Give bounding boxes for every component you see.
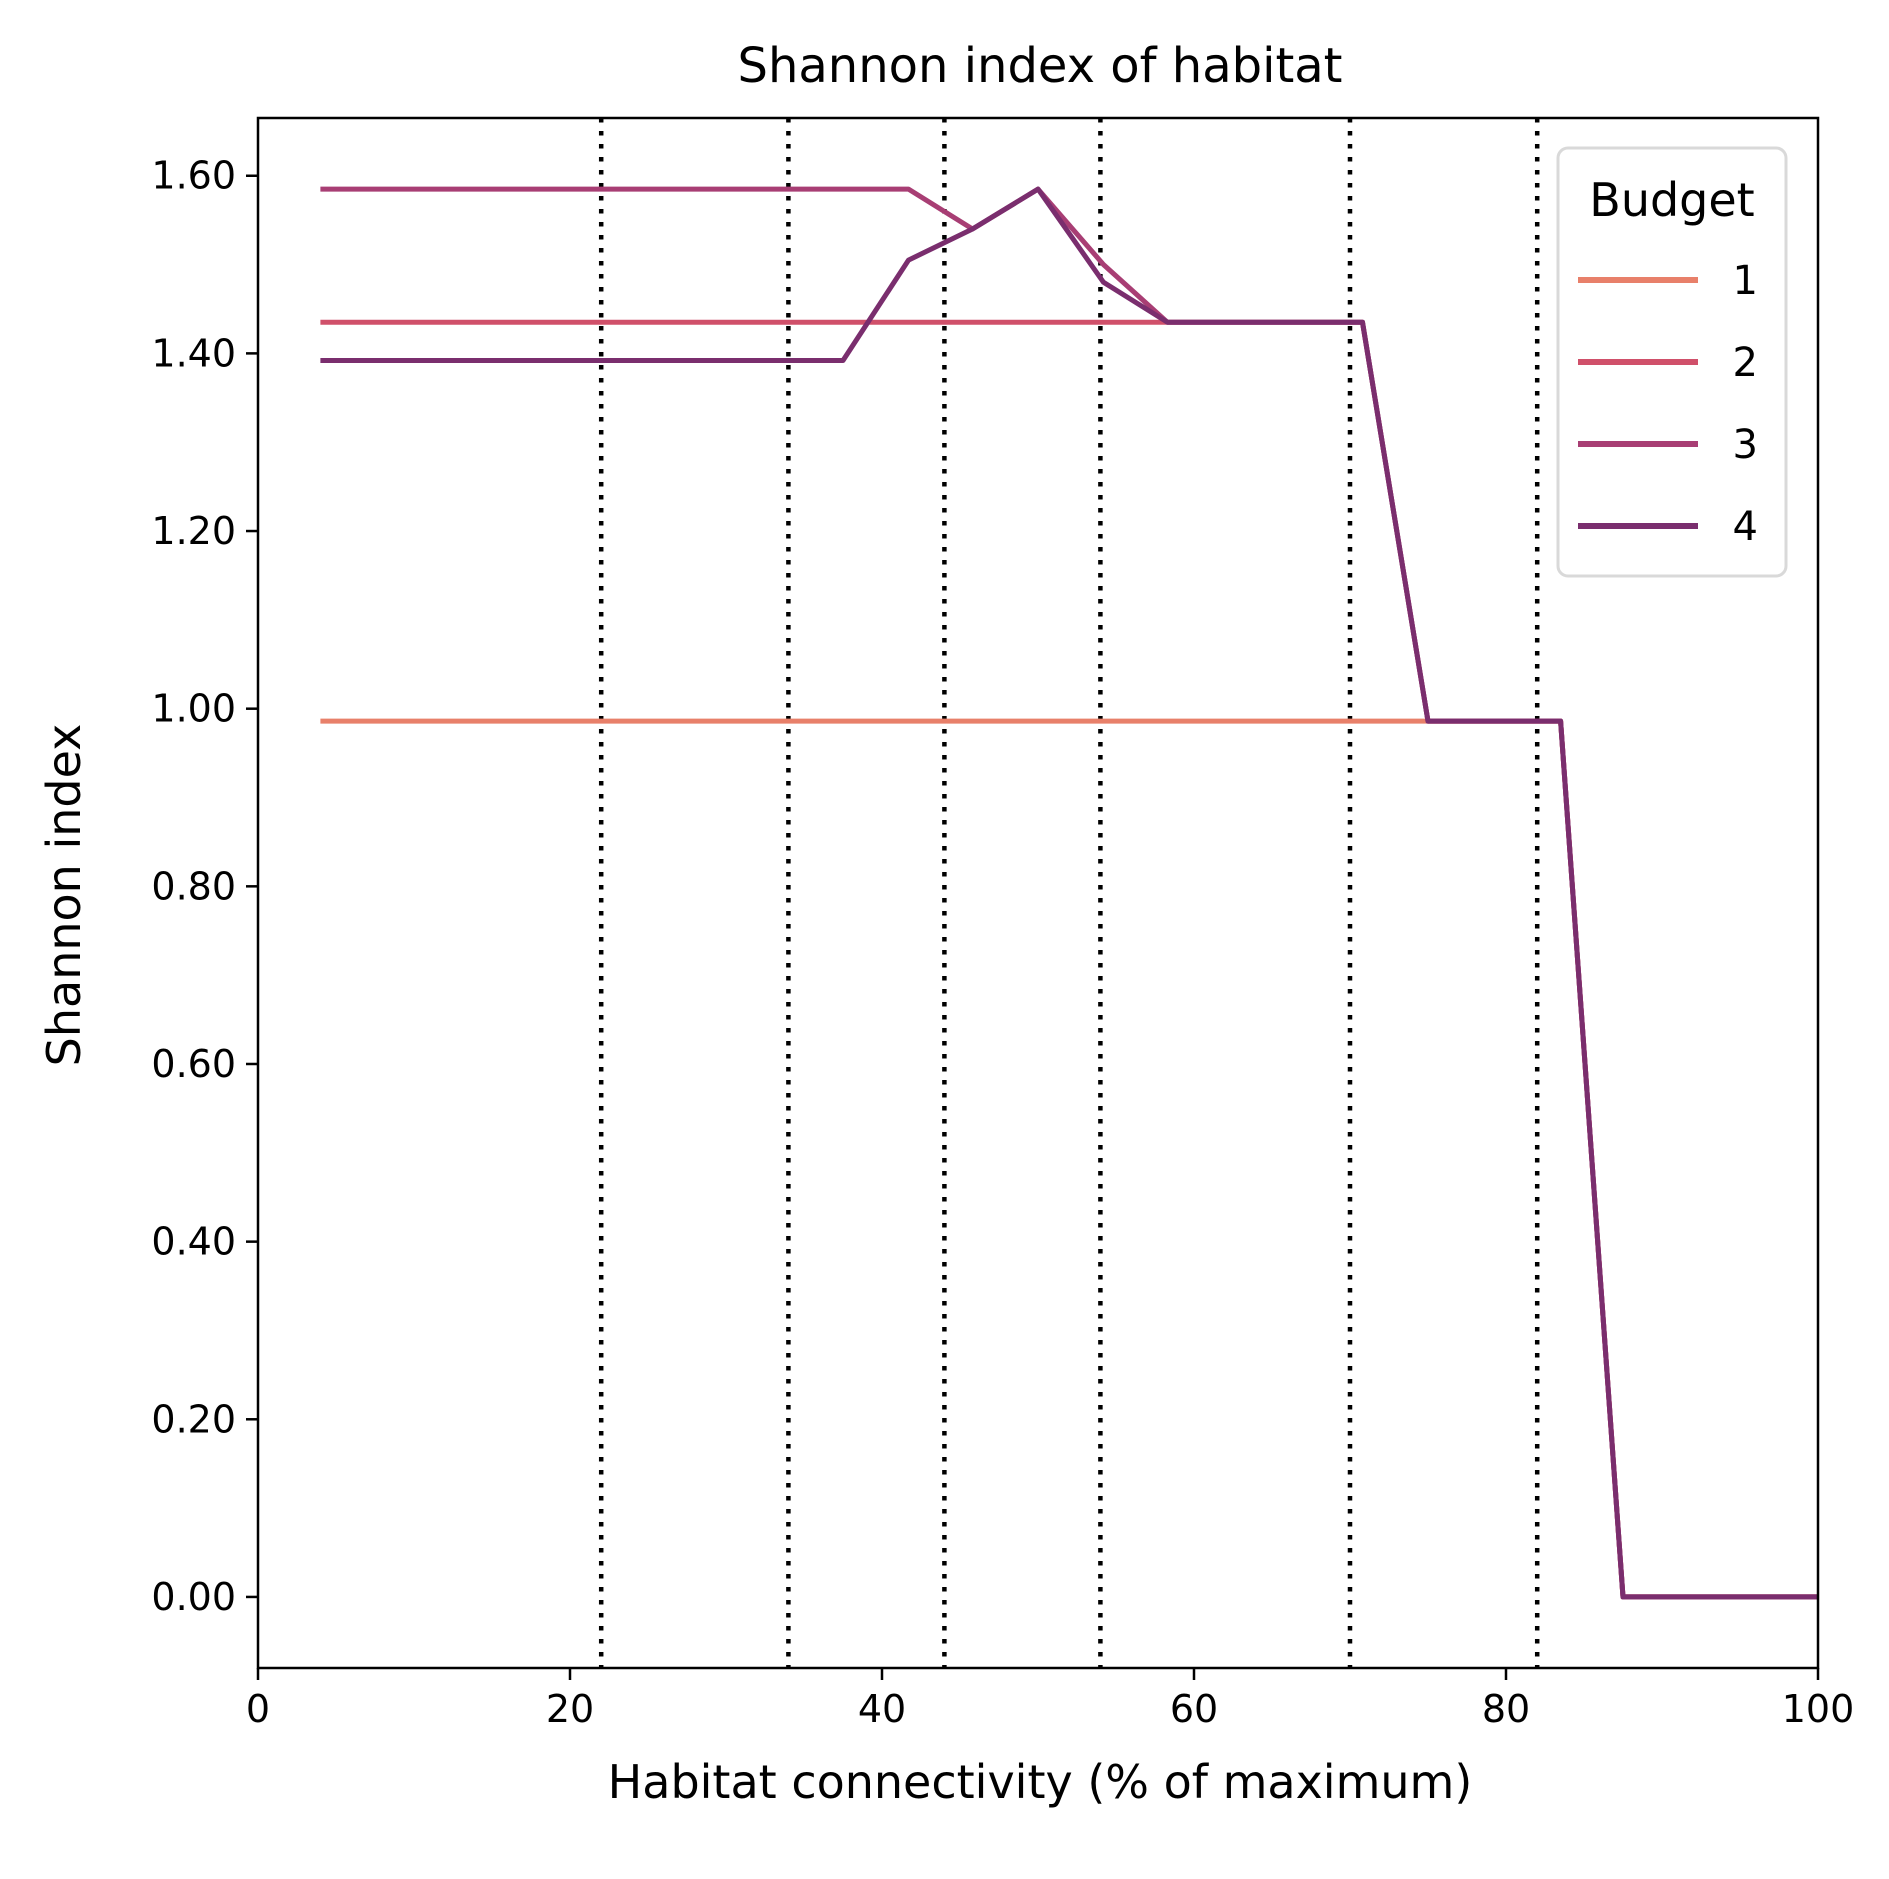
axes: 0 20 40 60 80 100 0.00 0.20 0.40 0.60 0.80 1.00 1.20… — [151, 116, 1855, 1731]
legend: Budget 1 2 3 4 — [1556, 146, 1788, 578]
x-tick-label: 0 — [246, 1687, 270, 1731]
y-tick-label: 1.00 — [151, 687, 236, 731]
series-lines — [320, 186, 1818, 1600]
y-tick-label: 0.20 — [151, 1397, 236, 1441]
y-tick-label: 0.60 — [151, 1042, 236, 1086]
chart-title: Shannon index of habitat — [738, 38, 1343, 94]
x-axis-title: Habitat connectivity (% of maximum) — [608, 1755, 1473, 1809]
reference-lines — [598, 118, 1540, 1668]
y-tick-label: 0.40 — [151, 1220, 236, 1264]
x-tick-label: 60 — [1170, 1687, 1218, 1731]
x-tick-label: 20 — [546, 1687, 594, 1731]
y-tick-label: 0.80 — [151, 864, 236, 908]
y-axis-title: Shannon index — [37, 724, 91, 1067]
x-tick-label: 80 — [1482, 1687, 1530, 1731]
legend-label-4: 4 — [1733, 504, 1758, 550]
legend-label-1: 1 — [1733, 258, 1758, 304]
y-tick-label: 0.00 — [151, 1575, 236, 1619]
legend-label-3: 3 — [1733, 422, 1758, 468]
legend-label-2: 2 — [1733, 340, 1758, 386]
y-tick-label: 1.60 — [151, 154, 236, 198]
y-tick-label: 1.40 — [151, 331, 236, 375]
x-tick-label: 40 — [858, 1687, 906, 1731]
legend-title: Budget — [1589, 173, 1754, 227]
y-tick-label: 1.20 — [151, 509, 236, 553]
series-line-4 — [320, 186, 1818, 1600]
plot-frame — [256, 116, 1820, 1670]
x-tick-label: 100 — [1782, 1687, 1855, 1731]
